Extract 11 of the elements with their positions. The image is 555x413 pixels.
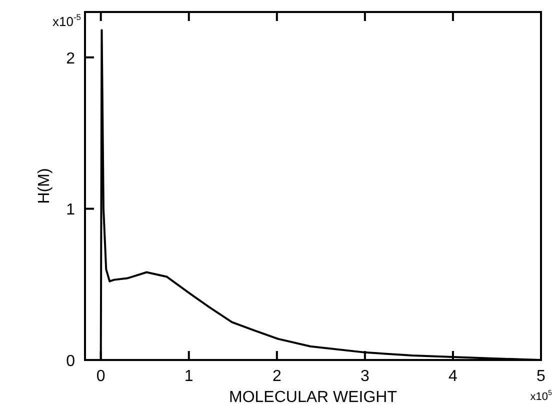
x-tick-label: 0 bbox=[96, 368, 106, 385]
y-tick-label: 1 bbox=[66, 202, 76, 219]
x-tick-label: 1 bbox=[184, 368, 194, 385]
y-axis-title: H(M) bbox=[36, 168, 53, 204]
x-axis-title: MOLECULAR WEIGHT bbox=[228, 389, 398, 406]
y-tick-label: 2 bbox=[66, 50, 76, 68]
x-tick-label: 3 bbox=[360, 368, 370, 385]
y-tick-label: 0 bbox=[66, 353, 76, 370]
x-tick-label: 4 bbox=[448, 368, 458, 385]
x-tick-label: 2 bbox=[272, 368, 282, 385]
x-tick-label: 5 bbox=[536, 368, 546, 385]
